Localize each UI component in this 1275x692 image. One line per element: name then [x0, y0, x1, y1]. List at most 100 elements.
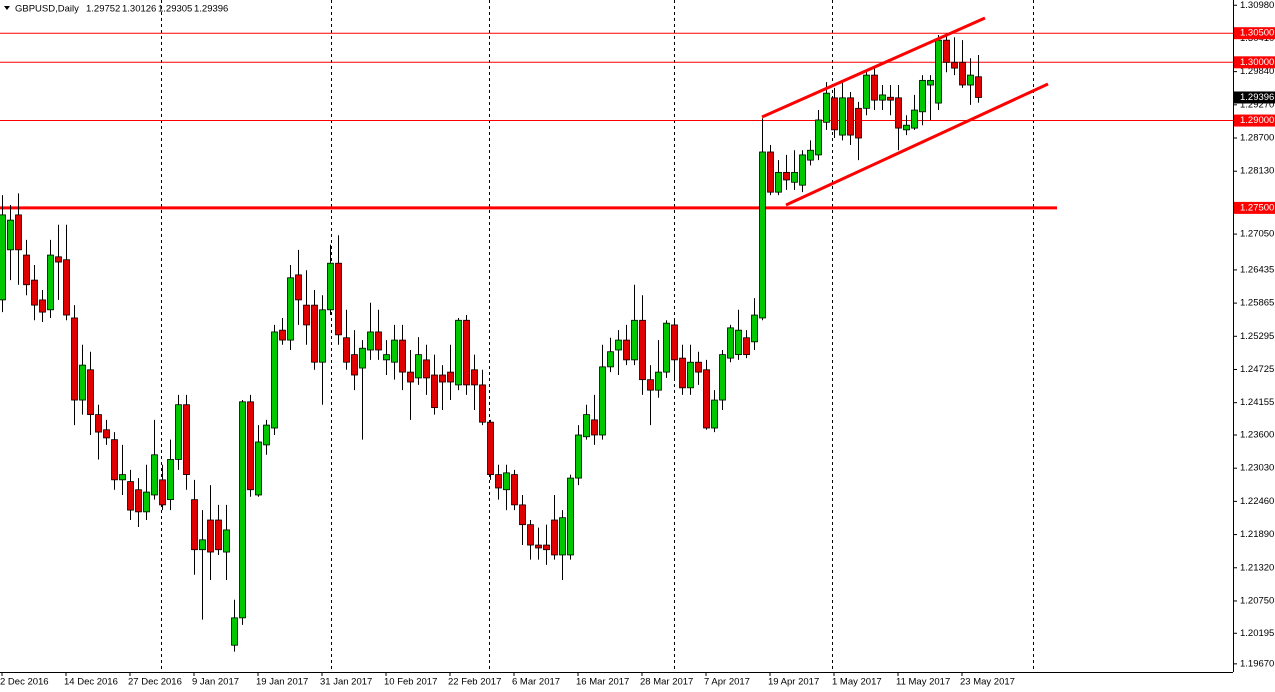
candle-body — [631, 319, 638, 361]
candle-body — [583, 414, 590, 438]
x-tick-label: 22 Feb 2017 — [448, 677, 501, 688]
candle-body — [359, 347, 366, 369]
y-tick-label: 1.21890 — [1240, 529, 1274, 540]
level-label-box — [1234, 56, 1275, 69]
candle-body — [407, 371, 414, 383]
candle-body — [143, 491, 150, 513]
candle-body — [415, 354, 422, 379]
candle-body — [287, 277, 294, 341]
candle-body — [655, 371, 662, 391]
candle-body — [231, 617, 238, 646]
candle-body — [639, 319, 646, 381]
candle-body — [735, 329, 742, 356]
candle-body — [575, 434, 582, 479]
candle-body — [151, 454, 158, 496]
y-tick-label: 1.28700 — [1240, 133, 1274, 144]
x-tick-label: 11 May 2017 — [896, 677, 950, 688]
candle-body — [959, 61, 966, 86]
y-tick-label: 1.20750 — [1240, 595, 1274, 606]
candle-body — [951, 61, 958, 69]
candle-body — [103, 429, 110, 439]
level-label: 1.30000 — [1240, 57, 1274, 68]
candle-body — [351, 354, 358, 376]
candle-body — [47, 254, 54, 311]
candle-body — [55, 256, 62, 263]
y-tick-label: 1.23600 — [1240, 430, 1274, 441]
candle-body — [847, 97, 854, 136]
level-label-box — [1234, 201, 1275, 214]
candle-body — [567, 477, 574, 556]
y-tick-label: 1.25295 — [1240, 331, 1274, 342]
candle-body — [455, 319, 462, 386]
channel-lower — [785, 82, 1049, 207]
x-tick-label: 19 Jan 2017 — [256, 677, 308, 688]
y-tick-label: 1.20195 — [1240, 628, 1274, 639]
candle-body — [255, 441, 262, 496]
candle-body — [767, 151, 774, 193]
candle-body — [815, 119, 822, 156]
x-tick-label: 9 Jan 2017 — [192, 677, 239, 688]
x-tick-label: 31 Jan 2017 — [320, 677, 372, 688]
candle-body — [919, 79, 926, 113]
x-tick-label: 10 Feb 2017 — [384, 677, 437, 688]
candle-body — [511, 474, 518, 506]
level-label: 1.29000 — [1240, 115, 1274, 126]
candle-body — [591, 419, 598, 436]
candle-body — [87, 369, 94, 416]
candle-body — [71, 317, 78, 401]
candle-body — [519, 504, 526, 526]
candle-body — [743, 337, 750, 356]
candle-body — [383, 354, 390, 361]
candle-body — [791, 171, 798, 183]
y-tick-label: 1.25865 — [1240, 298, 1274, 309]
candle-body — [63, 259, 70, 316]
candle-body — [295, 274, 302, 301]
candle-body — [239, 401, 246, 619]
x-tick-label: 23 May 2017 — [960, 677, 1015, 688]
y-tick-label: 1.23030 — [1240, 463, 1274, 474]
candle-body — [863, 74, 870, 109]
candle-body — [135, 489, 142, 513]
candle-body — [967, 74, 974, 86]
candle-body — [343, 337, 350, 363]
candle-body — [775, 171, 782, 193]
x-tick-label: 6 Mar 2017 — [512, 677, 560, 688]
y-tick-label: 1.21320 — [1240, 562, 1274, 573]
candle-body — [887, 96, 894, 101]
high-value: 1.30126 — [122, 4, 156, 15]
candle-body — [111, 439, 118, 481]
candle-body — [495, 474, 502, 489]
candle-body — [935, 39, 942, 104]
level-label-box — [1234, 114, 1275, 127]
candle-body — [975, 76, 982, 98]
candle-body — [647, 379, 654, 391]
candle-body — [727, 327, 734, 359]
level-label: 1.27500 — [1240, 202, 1274, 213]
candle-body — [15, 214, 22, 251]
candle-body — [719, 354, 726, 401]
candle-body — [319, 309, 326, 363]
candle-body — [23, 254, 30, 286]
candle-body — [839, 97, 846, 136]
candle-body — [311, 304, 318, 363]
candle-body — [215, 519, 222, 551]
candle-body — [159, 479, 166, 506]
candle-body — [599, 366, 606, 436]
candle-body — [831, 97, 838, 131]
candle-body — [703, 369, 710, 429]
y-tick-label: 1.19670 — [1240, 658, 1274, 669]
candle-body — [167, 459, 174, 501]
candle-body — [263, 424, 270, 446]
candle-body — [871, 74, 878, 101]
y-tick-label: 1.24155 — [1240, 397, 1274, 408]
candle-body — [391, 339, 398, 363]
levels — [0, 32, 1233, 210]
candle-body — [759, 151, 766, 319]
candle-body — [487, 421, 494, 475]
y-tick-label: 1.27050 — [1240, 229, 1274, 240]
candle-body — [607, 351, 614, 368]
candle-body — [439, 374, 446, 383]
